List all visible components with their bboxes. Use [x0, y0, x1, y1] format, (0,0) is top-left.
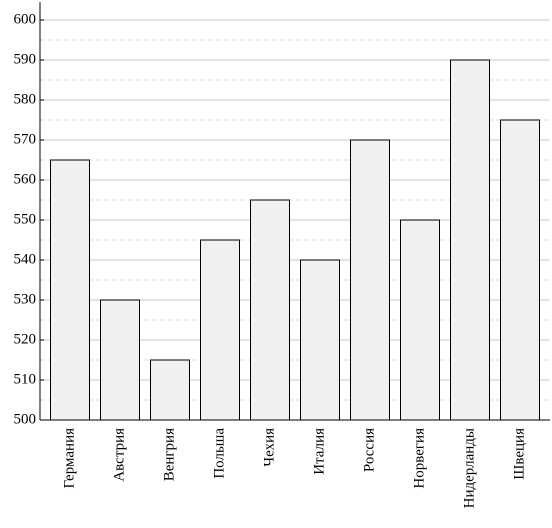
x-tick-label: Норвегия: [411, 428, 427, 489]
y-tick-label: 550: [14, 211, 37, 227]
bar: [500, 119, 540, 421]
y-tick-label: 600: [14, 11, 37, 27]
x-tick-label: Россия: [361, 428, 377, 472]
bar: [250, 199, 290, 421]
bar: [300, 259, 340, 421]
y-tick-label: 530: [14, 291, 37, 307]
x-tick-label: Польша: [211, 428, 227, 479]
bar: [400, 219, 440, 421]
y-tick-label: 500: [14, 411, 37, 427]
bar: [200, 239, 240, 421]
x-tick-label: Чехия: [261, 428, 277, 467]
bar: [350, 139, 390, 421]
y-tick-label: 570: [14, 131, 37, 147]
x-tick-label: Нидерланды: [461, 428, 477, 508]
bar: [100, 299, 140, 421]
y-tick-label: 580: [14, 91, 37, 107]
bar: [50, 159, 90, 421]
y-tick-label: 590: [14, 51, 37, 67]
x-tick-label: Венгрия: [161, 428, 177, 481]
x-tick-label: Италия: [311, 428, 327, 475]
y-tick-label: 540: [14, 251, 37, 267]
y-tick-label: 560: [14, 171, 37, 187]
x-tick-label: Германия: [61, 428, 77, 489]
x-tick-label: Швеция: [511, 428, 527, 480]
bar: [450, 59, 490, 421]
y-tick-label: 510: [14, 371, 37, 387]
bar: [150, 359, 190, 421]
y-tick-label: 520: [14, 331, 37, 347]
x-tick-label: Австрия: [111, 428, 127, 482]
